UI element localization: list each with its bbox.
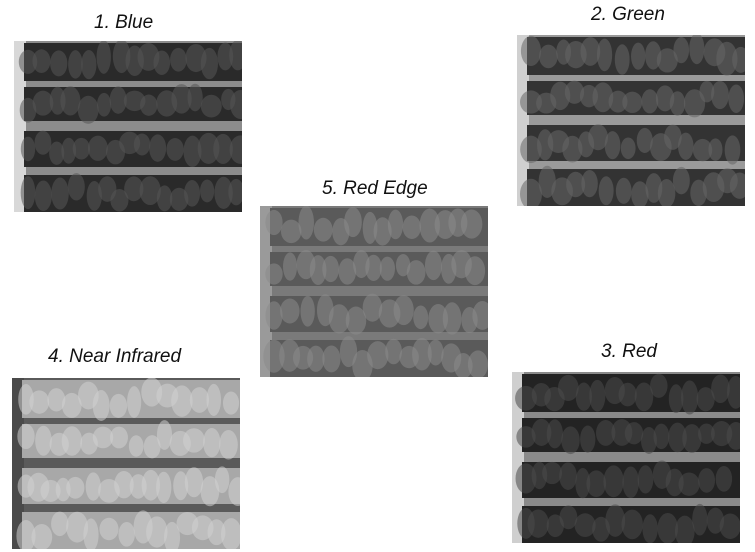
image-red-band	[512, 372, 740, 543]
caption-blue: 1. Blue	[94, 12, 154, 33]
image-near-infrared-band	[12, 378, 240, 549]
caption-red-edge: 5. Red Edge	[322, 178, 428, 199]
image-blue-band	[14, 41, 242, 212]
caption-near-infrared: 4. Near Infrared	[48, 346, 182, 367]
image-red-edge-band	[260, 206, 488, 377]
caption-green: 2. Green	[591, 4, 665, 25]
image-green-band	[517, 35, 745, 206]
caption-red: 3. Red	[601, 341, 657, 362]
